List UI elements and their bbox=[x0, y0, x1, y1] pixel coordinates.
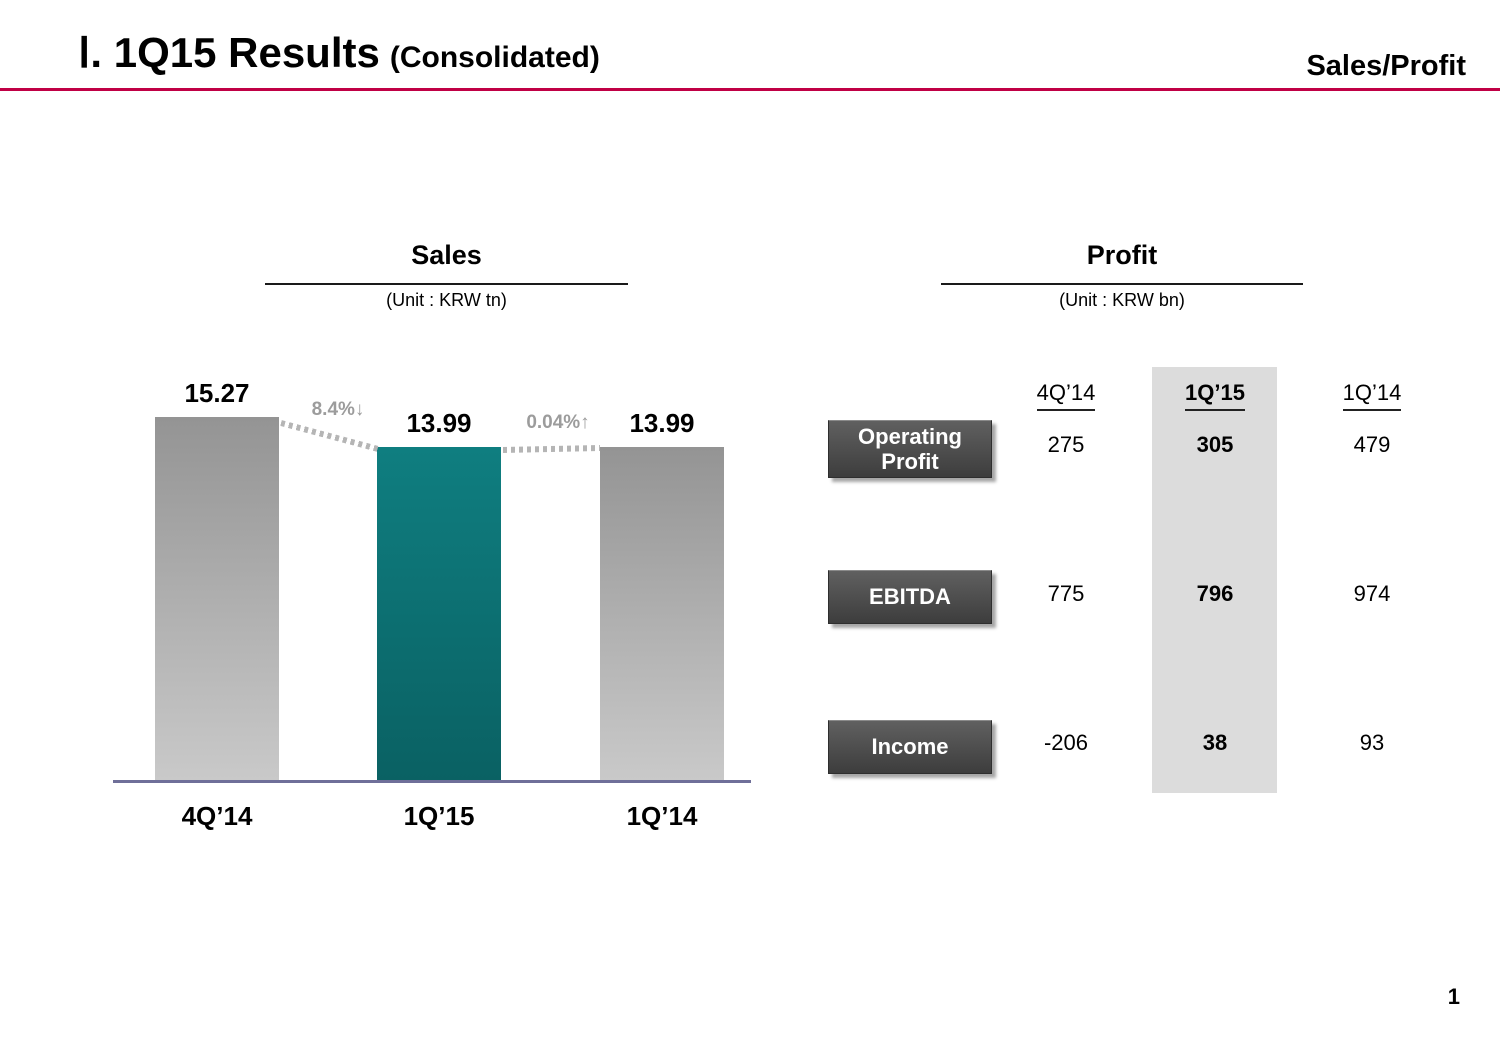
sales-bar-value-4q14: 15.27 bbox=[184, 378, 250, 408]
profit-unit-label: (Unit : KRW bn) bbox=[1059, 290, 1185, 310]
page-number: 1 bbox=[1447, 984, 1460, 1009]
profit-panel-title: Profit bbox=[941, 240, 1303, 285]
sales-bar-value-1q15: 13.99 bbox=[406, 408, 472, 438]
cell-ebitda-4q14: 775 bbox=[1047, 581, 1085, 606]
cell-income-1q14: 93 bbox=[1359, 730, 1385, 755]
change-label-yoy: 0.04%↑ bbox=[526, 412, 590, 433]
change-connector-line-2 bbox=[502, 444, 601, 453]
page-title: Ⅰ. 1Q15 Results (Consolidated) bbox=[78, 28, 600, 77]
cell-operating-profit-4q14: 275 bbox=[1047, 432, 1085, 457]
page-title-main: Ⅰ. 1Q15 Results bbox=[78, 29, 380, 76]
profit-col-header-1q14-label: 1Q’14 bbox=[1342, 380, 1402, 411]
sales-bar-4q14 bbox=[155, 417, 279, 780]
profit-col-header-1q14: 1Q’14 bbox=[1317, 380, 1427, 411]
page-title-sub: (Consolidated) bbox=[389, 41, 600, 74]
accent-divider-line bbox=[0, 88, 1500, 91]
sales-bar-1q14 bbox=[600, 447, 724, 780]
sales-x-label-4q14: 4Q’14 bbox=[181, 801, 253, 831]
row-label-ebitda: EBITDA bbox=[828, 570, 992, 624]
profit-highlight-column bbox=[1152, 367, 1277, 793]
row-label-income: Income bbox=[828, 720, 992, 774]
profit-col-header-1q15-label: 1Q’15 bbox=[1185, 380, 1245, 411]
profit-col-header-1q15: 1Q’15 bbox=[1160, 380, 1270, 411]
sales-x-label-1q14: 1Q’14 bbox=[626, 801, 698, 831]
sales-bar-1q15 bbox=[377, 447, 501, 780]
cell-income-1q15: 38 bbox=[1202, 730, 1228, 755]
chart-baseline bbox=[113, 780, 751, 783]
cell-ebitda-1q14: 974 bbox=[1353, 581, 1391, 606]
change-label-qoq: 8.4%↓ bbox=[311, 399, 365, 420]
row-label-operating-profit: Operating Profit bbox=[828, 420, 992, 478]
sales-panel-title: Sales bbox=[265, 240, 628, 285]
sales-bar-value-1q14: 13.99 bbox=[629, 408, 695, 438]
sales-unit-label: (Unit : KRW tn) bbox=[386, 290, 507, 310]
section-label: Sales/Profit bbox=[1306, 50, 1466, 82]
cell-ebitda-1q15: 796 bbox=[1196, 581, 1234, 606]
sales-x-label-1q15: 1Q’15 bbox=[403, 801, 475, 831]
cell-income-4q14: -206 bbox=[1043, 730, 1089, 755]
profit-col-header-4q14: 4Q’14 bbox=[1011, 380, 1121, 411]
cell-operating-profit-1q15: 305 bbox=[1196, 432, 1234, 457]
cell-operating-profit-1q14: 479 bbox=[1353, 432, 1391, 457]
change-connector-line-1 bbox=[280, 420, 379, 452]
profit-col-header-4q14-label: 4Q’14 bbox=[1036, 380, 1096, 411]
